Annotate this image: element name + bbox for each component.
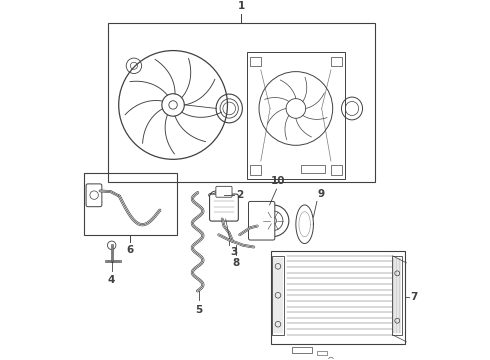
Text: 2: 2 bbox=[236, 190, 243, 200]
Text: 3: 3 bbox=[230, 247, 237, 257]
Text: 4: 4 bbox=[108, 275, 115, 285]
Text: 7: 7 bbox=[410, 292, 417, 302]
Bar bbox=[293, 347, 312, 354]
Bar bbox=[250, 165, 262, 175]
FancyBboxPatch shape bbox=[216, 186, 232, 197]
Bar bbox=[271, 251, 405, 343]
FancyBboxPatch shape bbox=[210, 194, 238, 221]
Bar bbox=[250, 57, 262, 66]
Text: 9: 9 bbox=[318, 189, 325, 199]
FancyBboxPatch shape bbox=[248, 202, 275, 240]
Bar bbox=[392, 256, 402, 335]
Text: 1: 1 bbox=[238, 1, 245, 11]
Bar bbox=[331, 165, 342, 175]
Bar bbox=[247, 52, 345, 179]
Text: 5: 5 bbox=[195, 305, 202, 315]
Bar bbox=[108, 23, 375, 182]
Bar bbox=[317, 351, 327, 355]
Bar bbox=[272, 256, 284, 335]
Bar bbox=[301, 165, 325, 174]
Text: 6: 6 bbox=[126, 245, 134, 255]
FancyBboxPatch shape bbox=[86, 184, 102, 207]
Bar bbox=[84, 174, 176, 235]
Text: 10: 10 bbox=[271, 176, 286, 186]
Bar bbox=[331, 57, 342, 66]
Text: 8: 8 bbox=[233, 257, 240, 267]
